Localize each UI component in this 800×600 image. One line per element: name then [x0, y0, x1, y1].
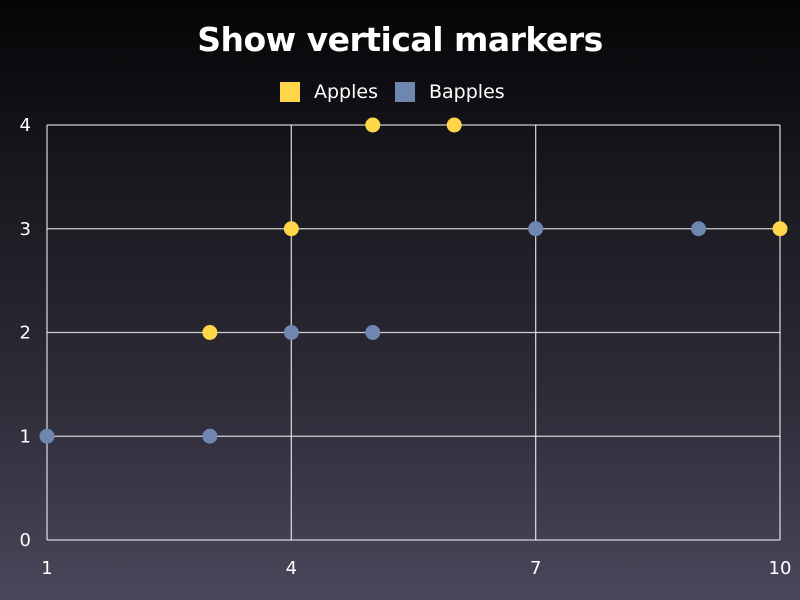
- data-point-bapples[interactable]: [691, 221, 707, 237]
- data-point-apples[interactable]: [446, 117, 462, 133]
- legend: Apples Bapples: [0, 80, 800, 106]
- x-tick-label: 1: [41, 558, 52, 579]
- data-point-apples[interactable]: [283, 221, 299, 237]
- y-tick-label: 1: [20, 426, 31, 447]
- legend-swatch-bapples: [395, 82, 415, 102]
- data-point-bapples[interactable]: [528, 221, 544, 237]
- x-tick-label: 10: [769, 558, 792, 579]
- chart-title: Show vertical markers: [197, 20, 603, 59]
- data-point-bapples[interactable]: [39, 428, 55, 444]
- grid: [46, 124, 781, 541]
- legend-swatch-apples: [280, 82, 300, 102]
- x-tick-label: 4: [286, 558, 297, 579]
- data-point-apples[interactable]: [772, 221, 788, 237]
- x-tick-label: 7: [530, 558, 541, 579]
- y-tick-label: 0: [20, 530, 31, 551]
- data-points: [39, 117, 788, 444]
- y-tick-label: 3: [20, 219, 31, 240]
- legend-label-bapples: Bapples: [429, 81, 505, 103]
- y-tick-label: 2: [20, 323, 31, 344]
- legend-label-apples: Apples: [314, 81, 378, 103]
- data-point-bapples[interactable]: [283, 325, 299, 340]
- data-point-bapples[interactable]: [365, 325, 381, 340]
- legend-item-bapples[interactable]: Bapples: [395, 80, 505, 104]
- data-point-bapples[interactable]: [202, 428, 218, 444]
- y-tick-label: 4: [20, 115, 31, 136]
- legend-item-apples[interactable]: Apples: [280, 80, 378, 104]
- data-point-apples[interactable]: [365, 117, 381, 133]
- data-point-apples[interactable]: [202, 325, 218, 340]
